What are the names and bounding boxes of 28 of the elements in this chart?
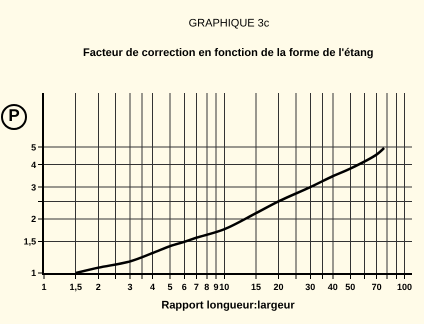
x-tick-label: 6 [182, 282, 187, 292]
x-tick-label: 50 [345, 282, 356, 292]
y-tick-label: 4 [31, 160, 36, 170]
y-tick-label: 5 [31, 142, 36, 152]
y-tick-label: 3 [31, 182, 36, 192]
y-tick-label: 2 [31, 214, 36, 224]
x-tick-label: 9 [214, 282, 219, 292]
y-axis-title: P [1, 104, 27, 130]
x-tick-label: 4 [150, 282, 156, 292]
x-tick-label: 2 [96, 282, 101, 292]
x-tick-label: 70 [372, 282, 382, 292]
chart-subtitle: Facteur de correction en fonction de la forme de l'étang [83, 47, 374, 59]
x-tick-label: 100 [397, 282, 412, 292]
y-tick-label: 1 [31, 268, 36, 278]
x-tick-label: 7 [194, 282, 199, 292]
x-tick-label: 20 [274, 282, 284, 292]
x-tick-label: 30 [305, 282, 316, 292]
x-tick-label: 5 [167, 282, 173, 292]
x-axis-title: Rapport longueur:largeur [161, 300, 296, 312]
x-tick-label: 1,5 [69, 282, 82, 292]
y-tick-label: 1,5 [24, 236, 36, 246]
x-tick-label: 8 [204, 282, 210, 292]
x-tick-label: 3 [128, 282, 133, 292]
chart-title: GRAPHIQUE 3c [188, 18, 270, 30]
x-tick-label: 40 [328, 282, 338, 292]
x-tick-label: 10 [219, 282, 230, 292]
x-tick-label: 1 [41, 282, 47, 292]
x-tick-label: 15 [251, 282, 262, 292]
